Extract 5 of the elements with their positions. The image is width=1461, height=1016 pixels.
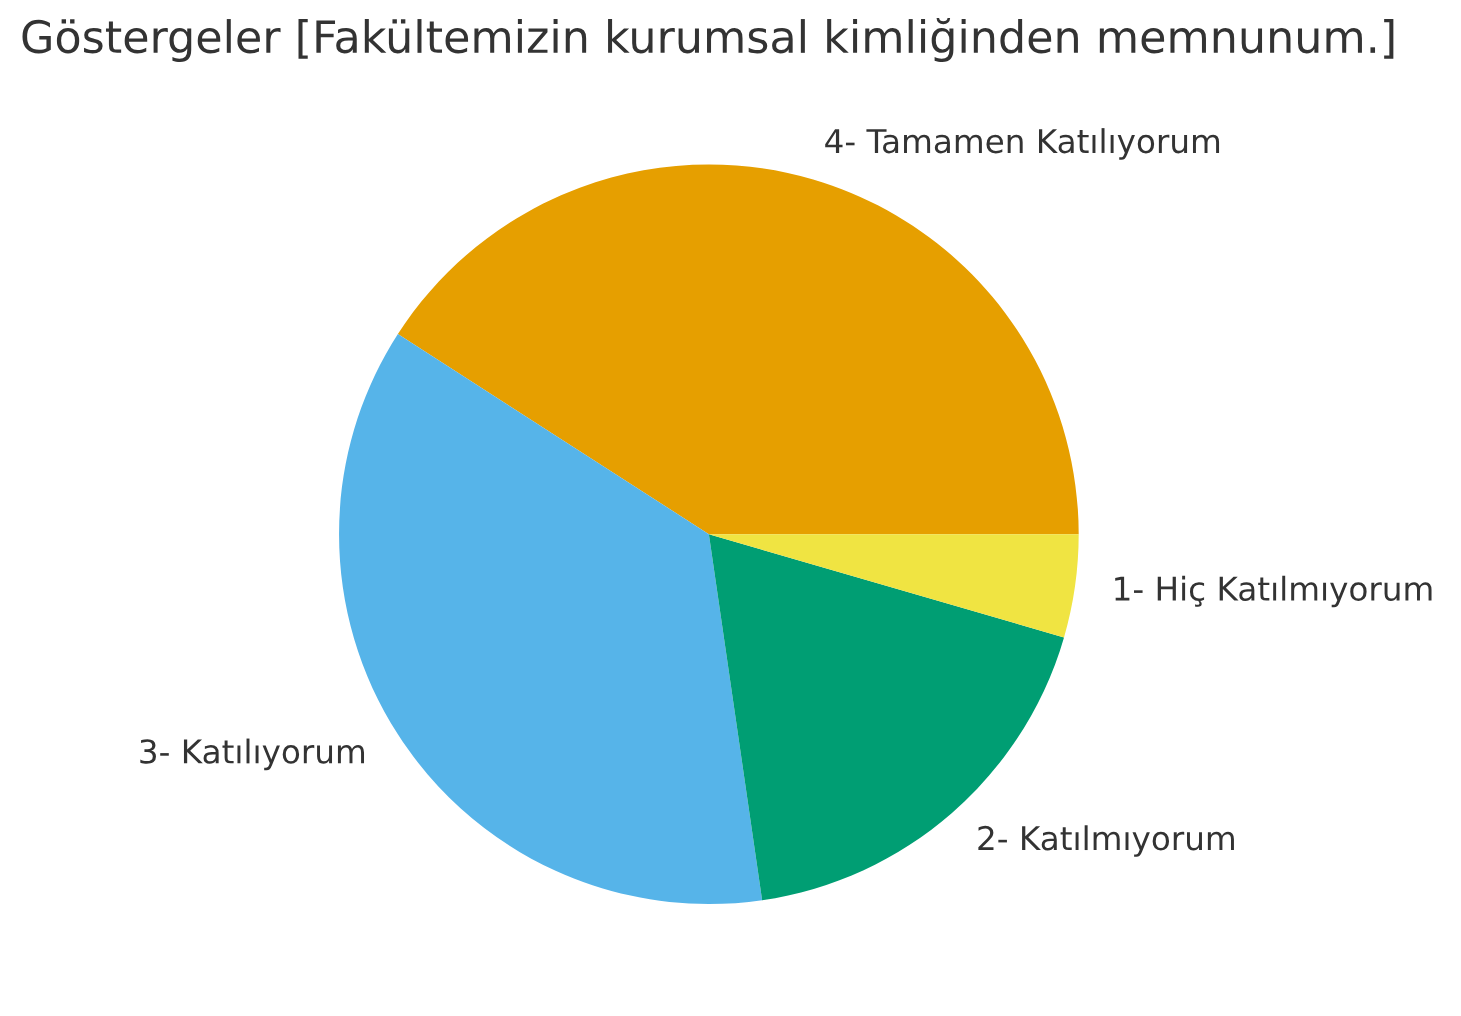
chart-title: Göstergeler [Fakültemizin kurumsal kimliğinden memnunum.]	[22, 17, 1394, 63]
slice-label: 1- Hiç Katılmıyorum	[1115, 575, 1432, 608]
slice-label: 2- Katılmıyorum	[978, 825, 1234, 857]
slice-label: 4- Tamamen Katılıyorum	[825, 128, 1220, 160]
slice-label: 3- Katılıyorum	[140, 738, 365, 771]
